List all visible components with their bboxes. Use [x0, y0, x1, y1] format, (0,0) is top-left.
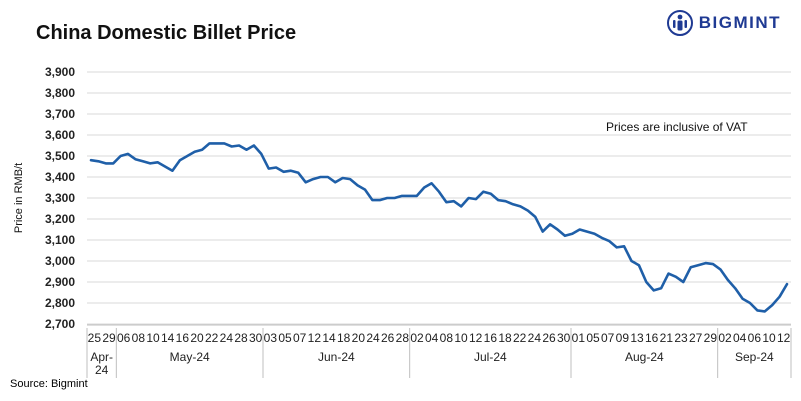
y-tick-label: 3,400	[45, 170, 75, 184]
x-tick-label: 10	[454, 331, 468, 345]
x-tick-label: 02	[410, 331, 424, 345]
page-title: China Domestic Billet Price	[36, 22, 297, 44]
x-tick-label: 05	[278, 331, 292, 345]
brand-name: BIGMINT	[698, 13, 781, 32]
x-tick-label: 25	[88, 331, 102, 345]
x-tick-label: 23	[674, 331, 688, 345]
source-note: Source: Bigmint	[10, 378, 88, 390]
bigmint-logo-icon	[666, 10, 693, 36]
x-axis: 25 29 06 08 10 14 16 20 22 24 28 30 03 05 07 12 14 18 20 24…	[86, 324, 792, 378]
x-tick-label: 28	[396, 331, 410, 345]
x-month-label: Aug-24	[625, 350, 664, 364]
x-tick-label: 08	[132, 331, 146, 345]
x-tick-label: 20	[352, 331, 366, 345]
x-tick-label: 30	[249, 331, 263, 345]
x-tick-label: 24	[528, 331, 542, 345]
x-tick-label: 07	[293, 331, 307, 345]
x-tick-label: 03	[264, 331, 278, 345]
price-series-line	[89, 142, 789, 313]
x-tick-label: 13	[630, 331, 644, 345]
x-tick-label: 04	[733, 331, 747, 345]
x-tick-label: 14	[161, 331, 175, 345]
x-tick-label: 21	[660, 331, 674, 345]
y-tick-label: 3,800	[45, 86, 75, 100]
y-tick-label: 3,900	[45, 65, 75, 79]
x-tick-label: 16	[176, 331, 190, 345]
x-tick-label: 18	[498, 331, 512, 345]
x-tick-label: 12	[308, 331, 322, 345]
x-month-label: May-24	[170, 350, 210, 364]
x-tick-label: 18	[337, 331, 351, 345]
x-tick-label: 16	[484, 331, 498, 345]
x-tick-label: 06	[748, 331, 762, 345]
y-axis-label: Price in RMB/t	[13, 163, 25, 233]
y-tick-label: 3,100	[45, 233, 75, 247]
x-tick-label: 01	[572, 331, 586, 345]
x-tick-label: 05	[586, 331, 600, 345]
x-tick-label: 16	[645, 331, 659, 345]
x-tick-label: 07	[601, 331, 615, 345]
x-tick-label: 10	[146, 331, 160, 345]
x-tick-label: 24	[366, 331, 380, 345]
x-tick-label: 10	[762, 331, 776, 345]
x-month-label: Sep-24	[735, 350, 774, 364]
y-tick-label: 3,000	[45, 254, 75, 268]
x-tick-label: 27	[689, 331, 703, 345]
x-month-label: Jun-24	[318, 350, 355, 364]
x-tick-label: 22	[205, 331, 219, 345]
y-tick-label: 2,800	[45, 296, 75, 310]
y-tick-label: 2,700	[45, 317, 75, 331]
chart-annotation: Prices are inclusive of VAT	[606, 120, 748, 134]
x-tick-label: 29	[704, 331, 718, 345]
y-tick-label: 3,700	[45, 107, 75, 121]
x-tick-label: 06	[117, 331, 131, 345]
y-tick-label: 3,200	[45, 212, 75, 226]
x-tick-label: 04	[425, 331, 439, 345]
y-tick-label: 3,600	[45, 128, 75, 142]
chart-series	[89, 142, 789, 313]
x-tick-label: 12	[469, 331, 483, 345]
x-tick-label: 30	[557, 331, 571, 345]
x-tick-label: 26	[381, 331, 395, 345]
chart-gridlines	[87, 71, 791, 325]
y-tick-label: 3,500	[45, 149, 75, 163]
brand-logo: BIGMINT	[666, 10, 781, 36]
x-tick-label: 20	[190, 331, 204, 345]
x-tick-label: 28	[234, 331, 248, 345]
x-tick-label: 02	[718, 331, 732, 345]
x-month-label: Apr-	[90, 350, 113, 364]
x-month-label: 24	[95, 363, 109, 377]
y-tick-label: 3,300	[45, 191, 75, 205]
x-month-label: Jul-24	[474, 350, 507, 364]
x-tick-label: 12	[777, 331, 791, 345]
x-tick-label: 24	[220, 331, 234, 345]
x-tick-label: 22	[513, 331, 527, 345]
y-tick-label: 2,900	[45, 275, 75, 289]
x-tick-label: 09	[616, 331, 630, 345]
x-tick-label: 08	[440, 331, 454, 345]
x-tick-label: 14	[322, 331, 336, 345]
y-axis-ticks: 2,700 2,800 2,900 3,000 3,100 3,200 3,300 3,400…	[45, 65, 75, 331]
x-tick-label: 26	[542, 331, 556, 345]
x-tick-label: 29	[102, 331, 116, 345]
